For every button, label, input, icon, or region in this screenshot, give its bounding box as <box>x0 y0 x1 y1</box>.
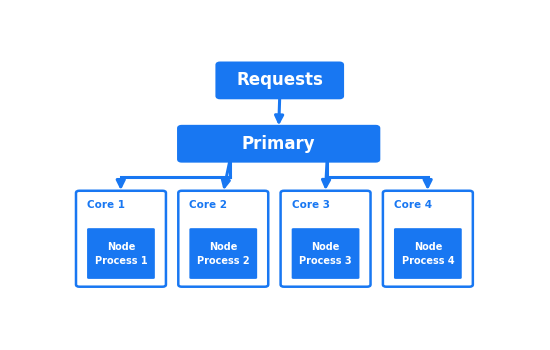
FancyBboxPatch shape <box>292 228 360 279</box>
Text: Core 1: Core 1 <box>87 201 125 210</box>
Text: Node
Process 1: Node Process 1 <box>95 241 147 266</box>
FancyBboxPatch shape <box>76 191 166 287</box>
FancyBboxPatch shape <box>189 228 257 279</box>
FancyBboxPatch shape <box>217 63 343 98</box>
Text: Node
Process 4: Node Process 4 <box>402 241 454 266</box>
Text: Core 3: Core 3 <box>292 201 329 210</box>
Text: Requests: Requests <box>236 71 323 89</box>
FancyBboxPatch shape <box>280 191 371 287</box>
Text: Node
Process 2: Node Process 2 <box>197 241 250 266</box>
FancyBboxPatch shape <box>383 191 473 287</box>
Text: Node
Process 3: Node Process 3 <box>299 241 352 266</box>
Text: Primary: Primary <box>242 135 316 153</box>
Text: Core 4: Core 4 <box>394 201 432 210</box>
Text: Core 2: Core 2 <box>189 201 227 210</box>
FancyBboxPatch shape <box>394 228 462 279</box>
FancyBboxPatch shape <box>178 191 268 287</box>
FancyBboxPatch shape <box>178 126 379 161</box>
FancyBboxPatch shape <box>87 228 155 279</box>
